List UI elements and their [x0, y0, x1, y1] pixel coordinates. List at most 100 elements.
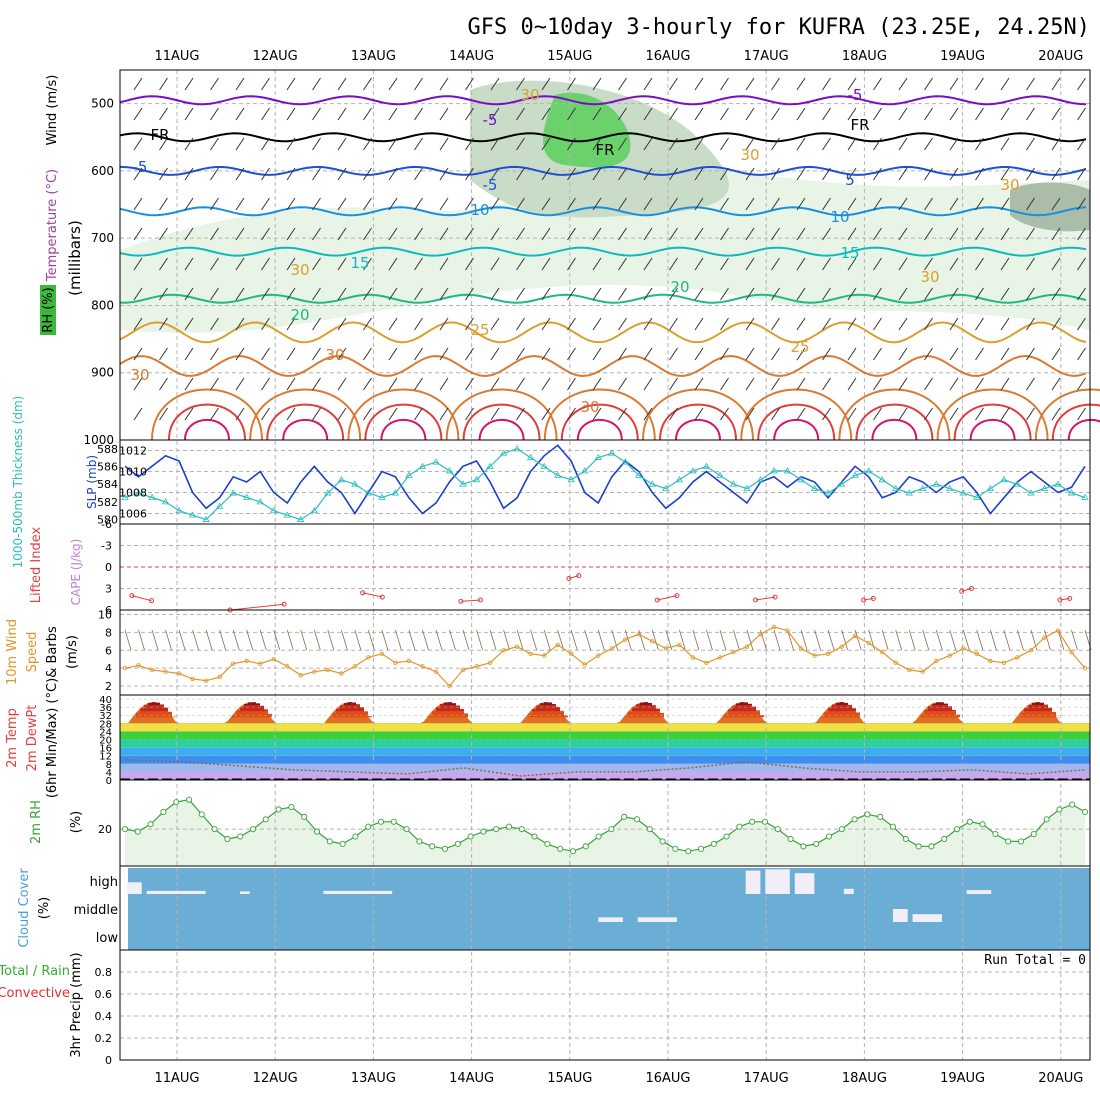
temp-hot-band: [164, 711, 168, 717]
temp-hot-band: [1036, 705, 1040, 711]
temp-hot-band: [440, 711, 444, 717]
contour-label: 25: [790, 338, 809, 356]
precip-tick: 0.8: [95, 966, 113, 979]
temp-hot-band: [548, 711, 552, 717]
rh2m-point: [442, 846, 447, 851]
contour-label: -5: [133, 158, 148, 176]
temp-band-yellow: [120, 723, 1090, 731]
temp-hot-band: [856, 712, 860, 717]
temp-hot-band: [248, 702, 252, 705]
temp-hot-band: [948, 711, 952, 717]
rh2m-point: [916, 844, 921, 849]
temp-hot-band: [744, 702, 748, 705]
temp-hot-band: [940, 711, 944, 717]
axis-label-thickness: 1000-500mb Thickness (dm): [11, 396, 25, 569]
date-label-top: 11AUG: [154, 49, 199, 64]
temp-hot-band: [268, 714, 272, 717]
date-label-bottom: 14AUG: [449, 1071, 494, 1086]
temp-hot-band: [352, 703, 356, 706]
temp-hot-band: [924, 711, 928, 717]
temp-hot-band: [840, 702, 844, 705]
temp-hot-band: [1032, 703, 1036, 705]
temp-hot-band: [844, 705, 848, 711]
date-label-top: 14AUG: [449, 49, 494, 64]
rh2m-point: [532, 834, 537, 839]
temp-hot-band: [952, 710, 956, 711]
cloud-high-block: [323, 891, 392, 894]
temp-hot-band: [1024, 708, 1028, 711]
contour-label: -5: [483, 176, 498, 194]
temp-hot-band: [556, 711, 560, 717]
temp-hot-band: [944, 705, 948, 711]
temp-hot-band: [736, 705, 740, 711]
rh2m-point: [353, 834, 358, 839]
temp-hot-band: [160, 711, 164, 717]
pressure-tick: 800: [91, 298, 114, 312]
temp-hot-band: [852, 711, 856, 717]
rh2m-point: [750, 819, 755, 824]
contour-label: 30: [740, 146, 759, 164]
temp-hot-band: [148, 705, 152, 711]
temp-hot-band: [564, 716, 568, 718]
thickness-tick: 586: [97, 461, 118, 474]
rh2m-point: [570, 849, 575, 854]
contour-label: 10: [470, 201, 489, 219]
rh2m-point: [967, 819, 972, 824]
contour-label: 30: [130, 366, 149, 384]
axis-label-cloud: Cloud Cover: [17, 868, 32, 948]
date-label-bottom: 16AUG: [645, 1071, 690, 1086]
date-label-top: 15AUG: [547, 49, 592, 64]
temp-hot-band: [536, 706, 540, 711]
temp-hot-band: [452, 703, 456, 705]
temp-hot-band: [940, 702, 944, 705]
temp-hot-band: [1024, 711, 1028, 717]
rh2m-point: [775, 827, 780, 832]
contour-label: FR: [595, 141, 614, 159]
temp-hot-band: [440, 705, 444, 711]
date-label-bottom: 13AUG: [351, 1071, 396, 1086]
temp-hot-band: [252, 711, 256, 717]
temp-hot-band: [928, 711, 932, 717]
temp-hot-band: [552, 705, 556, 711]
temp-band: [120, 756, 1090, 764]
rh2m-point: [238, 834, 243, 839]
temp-hot-band: [256, 703, 260, 705]
temp-hot-band: [548, 702, 552, 705]
temp-hot-band: [360, 707, 364, 711]
precip-legend-total: Total / Rain: [0, 964, 70, 979]
temp-hot-band: [348, 702, 352, 705]
rh2m-point: [686, 849, 691, 854]
axis-label-rh2m-unit: (%): [69, 811, 84, 834]
axis-label-slp: SLP (mb): [85, 455, 99, 509]
cloud-high-block: [795, 873, 815, 894]
temp-hot-band: [448, 702, 452, 705]
rh2m-point: [148, 822, 153, 827]
temp-hot-band: [1028, 705, 1032, 711]
rh2m-point: [391, 819, 396, 824]
rh2m-point: [698, 846, 703, 851]
contour-label: 15: [840, 244, 859, 262]
rh2m-point: [826, 834, 831, 839]
temp-hot-band: [1036, 711, 1040, 717]
temp-hot-band: [828, 708, 832, 711]
cloud-high-block: [967, 890, 992, 894]
temp-hot-band: [752, 711, 756, 717]
rh2m-point: [1018, 839, 1023, 844]
cloud-bg: [128, 868, 1090, 950]
rh2m-point: [622, 814, 627, 819]
temp-hot-band: [452, 711, 456, 717]
rh2m-point: [545, 841, 550, 846]
temp-hot-band: [548, 705, 552, 711]
temp-hot-band: [648, 703, 652, 705]
temp-hot-band: [240, 711, 244, 717]
rh2m-point: [494, 827, 499, 832]
li-tick: 3: [105, 583, 112, 596]
rh2m-point: [122, 827, 127, 832]
temp-hot-band: [836, 705, 840, 711]
temp-hot-band: [1052, 712, 1056, 717]
axis-label-rh2m: 2m RH: [29, 800, 44, 844]
temp-hot-band: [932, 704, 936, 705]
temp-hot-band: [728, 710, 732, 712]
